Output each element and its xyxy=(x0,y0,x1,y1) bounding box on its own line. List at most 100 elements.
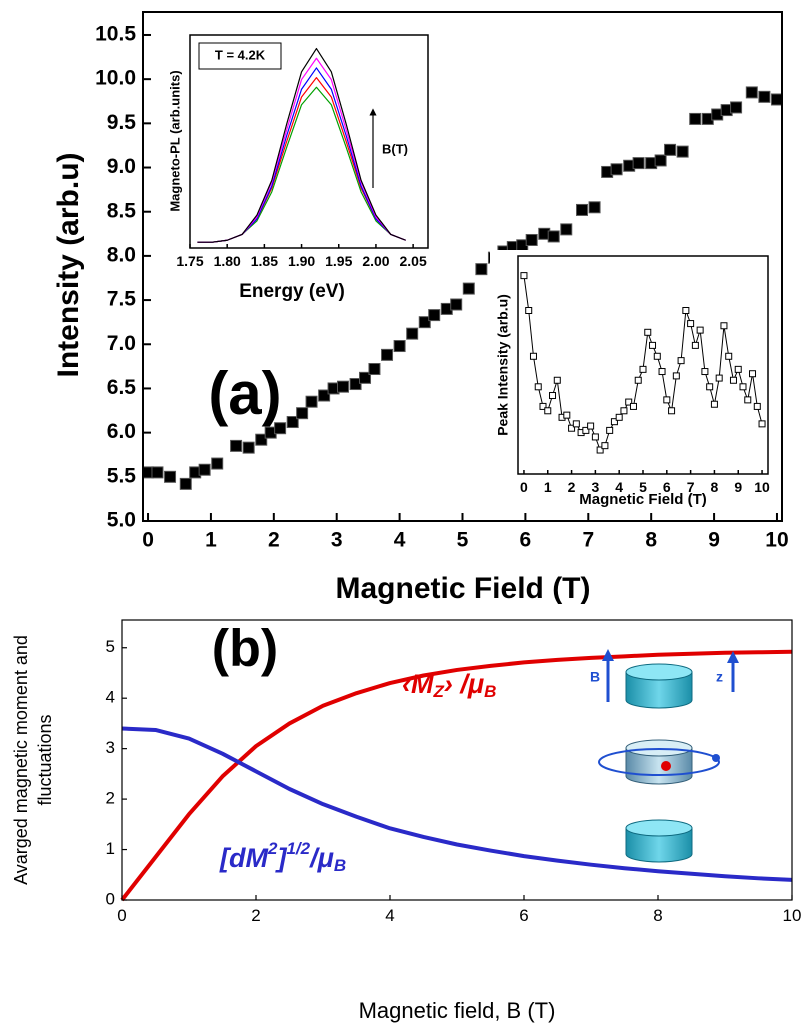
x-tick-label: 1.90 xyxy=(288,253,315,269)
point xyxy=(554,377,560,383)
point xyxy=(707,384,713,390)
x-tick-label: 10 xyxy=(765,528,788,551)
x-tick-label: 2 xyxy=(251,906,260,925)
y-tick-label: 1 xyxy=(106,839,115,858)
label-part: 1/2 xyxy=(286,839,310,858)
y-axis-label: fluctuations xyxy=(35,714,55,805)
x-tick-label: 2.00 xyxy=(362,253,389,269)
x-tick-label: 3 xyxy=(331,528,343,551)
point xyxy=(655,155,666,166)
x-tick-label: 4 xyxy=(385,906,394,925)
point xyxy=(740,384,746,390)
point xyxy=(564,412,570,418)
y-tick-label: 9.0 xyxy=(107,155,136,178)
y-tick-label: 7.5 xyxy=(107,288,137,311)
point xyxy=(645,329,651,335)
y-tick-label: 8.0 xyxy=(107,243,136,266)
annotation: T = 4.2K xyxy=(215,47,266,62)
point xyxy=(338,381,349,392)
point xyxy=(650,342,656,348)
x-tick-label: 10 xyxy=(783,906,802,925)
point xyxy=(592,434,598,440)
label-part: ‹M xyxy=(402,669,434,699)
point xyxy=(640,366,646,372)
point xyxy=(716,375,722,381)
label-part: › /μ xyxy=(444,669,484,699)
point xyxy=(692,342,698,348)
label-part: 2 xyxy=(267,839,278,858)
x-tick-label: 6 xyxy=(519,906,528,925)
y-tick-label: 0 xyxy=(106,889,115,908)
x-tick-label: 8 xyxy=(645,528,657,551)
point xyxy=(633,158,644,169)
y-tick-label: 10.0 xyxy=(95,67,136,90)
x-tick-label: 2 xyxy=(568,479,576,495)
x-tick-label: 1.80 xyxy=(214,253,241,269)
point xyxy=(611,164,622,175)
point xyxy=(212,458,223,469)
annotation: B(T) xyxy=(382,141,408,156)
series-label: [dM2]1/2/μB xyxy=(219,839,346,875)
point xyxy=(621,408,627,414)
x-tick-label: 1.95 xyxy=(325,253,352,269)
point xyxy=(750,371,756,377)
point xyxy=(630,403,636,409)
point xyxy=(152,467,163,478)
point xyxy=(731,102,742,113)
y-tick-label: 5.0 xyxy=(107,509,136,532)
label-part: B xyxy=(334,856,346,875)
annotation: B xyxy=(590,669,600,685)
point xyxy=(659,369,665,375)
panel-label: (b) xyxy=(212,620,278,678)
x-tick-label: 8 xyxy=(653,906,662,925)
x-tick-label: 2.05 xyxy=(400,253,427,269)
point xyxy=(669,408,675,414)
y-axis-label: Magneto-PL (arb.units) xyxy=(167,70,182,211)
x-tick-label: 0 xyxy=(142,528,154,551)
label-part: B xyxy=(484,682,496,701)
x-tick-label: 9 xyxy=(734,479,742,495)
label-part: /μ xyxy=(309,843,334,873)
point xyxy=(526,234,537,245)
point xyxy=(745,397,751,403)
point xyxy=(369,364,380,375)
point xyxy=(735,366,741,372)
x-tick-label: 0 xyxy=(520,479,528,495)
point xyxy=(771,94,782,105)
label-part: Z xyxy=(432,682,444,701)
y-axis-label: Intensity (arb.u) xyxy=(52,152,85,377)
y-tick-label: 9.5 xyxy=(107,111,137,134)
point xyxy=(683,308,689,314)
point xyxy=(243,442,254,453)
point xyxy=(573,421,579,427)
point xyxy=(429,310,440,321)
point xyxy=(530,353,536,359)
y-tick-label: 8.5 xyxy=(107,199,137,222)
x-axis-label: Magnetic Field (T) xyxy=(336,572,591,605)
point xyxy=(231,440,242,451)
panel-label: (a) xyxy=(208,360,281,427)
point xyxy=(297,408,308,419)
x-tick-label: 5 xyxy=(457,528,469,551)
point xyxy=(677,146,688,157)
x-tick-label: 4 xyxy=(394,528,406,551)
point xyxy=(526,308,532,314)
point xyxy=(306,396,317,407)
x-tick-label: 1 xyxy=(205,528,217,551)
y-tick-label: 5.5 xyxy=(107,464,137,487)
point xyxy=(690,113,701,124)
point xyxy=(550,393,556,399)
point xyxy=(754,403,760,409)
point xyxy=(759,421,765,427)
point xyxy=(394,341,405,352)
point xyxy=(602,443,608,449)
x-tick-label: 0 xyxy=(117,906,126,925)
point xyxy=(721,323,727,329)
point xyxy=(730,377,736,383)
x-axis-label: Magnetic field, B (T) xyxy=(359,998,556,1023)
point xyxy=(521,273,527,279)
y-tick-label: 5 xyxy=(106,637,115,656)
y-tick-label: 10.5 xyxy=(95,23,136,46)
series-label: ‹MZ› /μB xyxy=(402,669,496,701)
point xyxy=(165,471,176,482)
